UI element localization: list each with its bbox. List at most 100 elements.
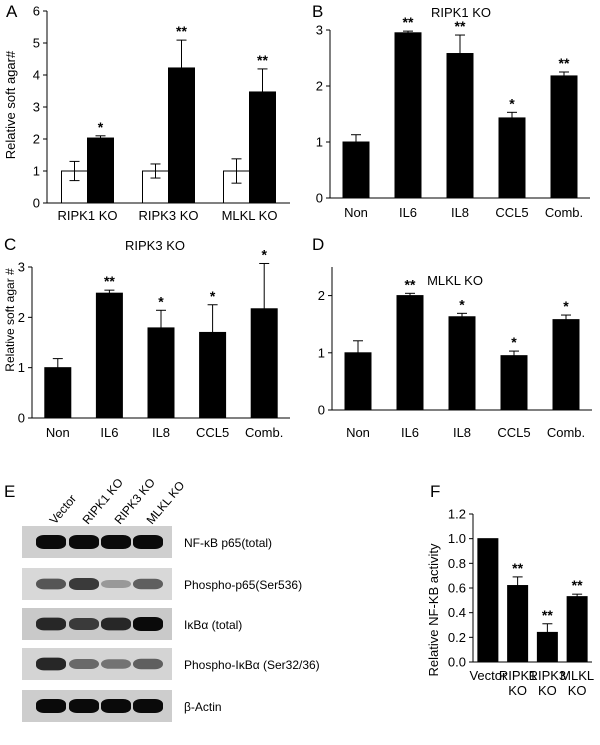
- y-tick-label: 0.8: [448, 556, 466, 571]
- y-tick-label: 1.2: [448, 507, 466, 522]
- significance-marker: *: [210, 288, 216, 304]
- y-tick-label: 5: [33, 36, 40, 51]
- blot-band: [36, 617, 66, 631]
- bar: [500, 355, 528, 411]
- category-label: CCL5: [196, 425, 229, 440]
- bar: [95, 292, 123, 419]
- bar: [446, 53, 474, 199]
- significance-marker: **: [455, 18, 466, 34]
- blot-band: [101, 659, 131, 669]
- blot-band: [133, 617, 163, 631]
- blot-band: [36, 535, 66, 549]
- blot-row-label: Phospho-p65(Ser536): [184, 578, 302, 592]
- blot-row: Phospho-p65(Ser536): [22, 568, 302, 600]
- bar: [498, 117, 526, 199]
- blot-band: [133, 699, 163, 713]
- y-tick-label: 0: [18, 411, 25, 426]
- chart-panel-b: 0 1 2 3 Non IL6 ** IL8 ** CCL5 * Comb. **: [316, 14, 590, 220]
- y-tick-label: 1: [318, 345, 325, 360]
- blot-row-label: Phospho-IκBα (Ser32/36): [184, 658, 320, 672]
- category-label: Comb.: [547, 425, 585, 440]
- bar: [168, 67, 195, 204]
- y-tick-label: 1: [33, 164, 40, 179]
- bar: [344, 352, 372, 411]
- significance-marker: *: [261, 246, 267, 262]
- blot-band: [36, 657, 66, 671]
- significance-marker: *: [511, 334, 517, 350]
- blot-band: [69, 578, 99, 590]
- y-tick-label: 2: [33, 132, 40, 147]
- blot-band: [69, 618, 99, 630]
- category-label: IL8: [451, 205, 469, 220]
- panel-f-ylabel: Relative NF-KB activity: [426, 543, 441, 676]
- blot-band: [36, 699, 66, 713]
- y-tick-label: 3: [316, 23, 323, 38]
- bar: [536, 631, 558, 663]
- significance-marker: **: [403, 14, 414, 30]
- y-tick-label: 0.6: [448, 581, 466, 596]
- category-label: Vector: [469, 668, 507, 683]
- bar: [147, 327, 175, 419]
- y-tick-label: 2: [18, 310, 25, 325]
- category-label: Non: [346, 425, 370, 440]
- chart-panel-c: 0 1 2 3 Non IL6 ** IL8 * CCL5 * Comb. *: [18, 246, 290, 440]
- y-tick-label: 2: [318, 288, 325, 303]
- bar: [396, 295, 424, 411]
- y-tick-label: 1: [316, 135, 323, 150]
- y-tick-label: 0: [316, 191, 323, 206]
- category-label: IL6: [100, 425, 118, 440]
- chart-panel-f: 0.00.20.40.60.81.01.2VectorRIPK1KO**RIPK…: [448, 507, 594, 699]
- blot-band: [69, 699, 99, 713]
- significance-marker: **: [104, 273, 115, 289]
- blot-band: [101, 699, 131, 713]
- y-tick-label: 0.2: [448, 630, 466, 645]
- category-label: Comb.: [545, 205, 583, 220]
- y-tick-label: 1.0: [448, 531, 466, 546]
- panel-letter-f: F: [430, 482, 440, 501]
- significance-marker: **: [257, 52, 268, 68]
- panel-letter-a: A: [6, 2, 18, 21]
- blot-row: Phospho-IκBα (Ser32/36): [22, 648, 320, 680]
- category-label: CCL5: [497, 425, 530, 440]
- category-label: IL6: [399, 205, 417, 220]
- category-label: MLKL KO: [222, 208, 278, 223]
- category-label: RIPK1: [499, 668, 537, 683]
- category-label: IL8: [152, 425, 170, 440]
- blot-band: [69, 535, 99, 549]
- significance-marker: *: [98, 119, 104, 135]
- blot-band: [101, 580, 131, 588]
- significance-marker: **: [572, 577, 583, 593]
- panel-d-title: MLKL KO: [427, 273, 483, 288]
- significance-marker: **: [512, 560, 523, 576]
- blot-band: [133, 535, 163, 549]
- significance-marker: *: [158, 293, 164, 309]
- significance-marker: *: [459, 296, 465, 312]
- blot-band: [101, 535, 131, 549]
- category-label: Comb.: [245, 425, 283, 440]
- category-label: Non: [46, 425, 70, 440]
- blot-band: [133, 658, 163, 670]
- significance-marker: **: [559, 55, 570, 71]
- category-label: KO: [538, 683, 557, 698]
- significance-marker: **: [176, 23, 187, 39]
- y-tick-label: 4: [33, 68, 40, 83]
- category-label: IL8: [453, 425, 471, 440]
- significance-marker: **: [542, 607, 553, 623]
- blot-band: [133, 578, 163, 590]
- category-label: CCL5: [495, 205, 528, 220]
- category-label: IL6: [401, 425, 419, 440]
- category-label: KO: [508, 683, 527, 698]
- category-label: RIPK3 KO: [139, 208, 199, 223]
- chart-panel-d: 0 1 2 Non IL6 ** IL8 * CCL5 * Comb. *: [318, 267, 592, 440]
- blot-row-label: β-Actin: [184, 700, 222, 714]
- blot-row: NF-κB p65(total): [22, 526, 272, 558]
- blot-row-label: IκBα (total): [184, 618, 242, 632]
- y-tick-label: 0: [33, 196, 40, 211]
- bar: [394, 32, 422, 199]
- bar: [249, 91, 276, 204]
- blot-band: [36, 578, 66, 590]
- bar: [552, 319, 580, 411]
